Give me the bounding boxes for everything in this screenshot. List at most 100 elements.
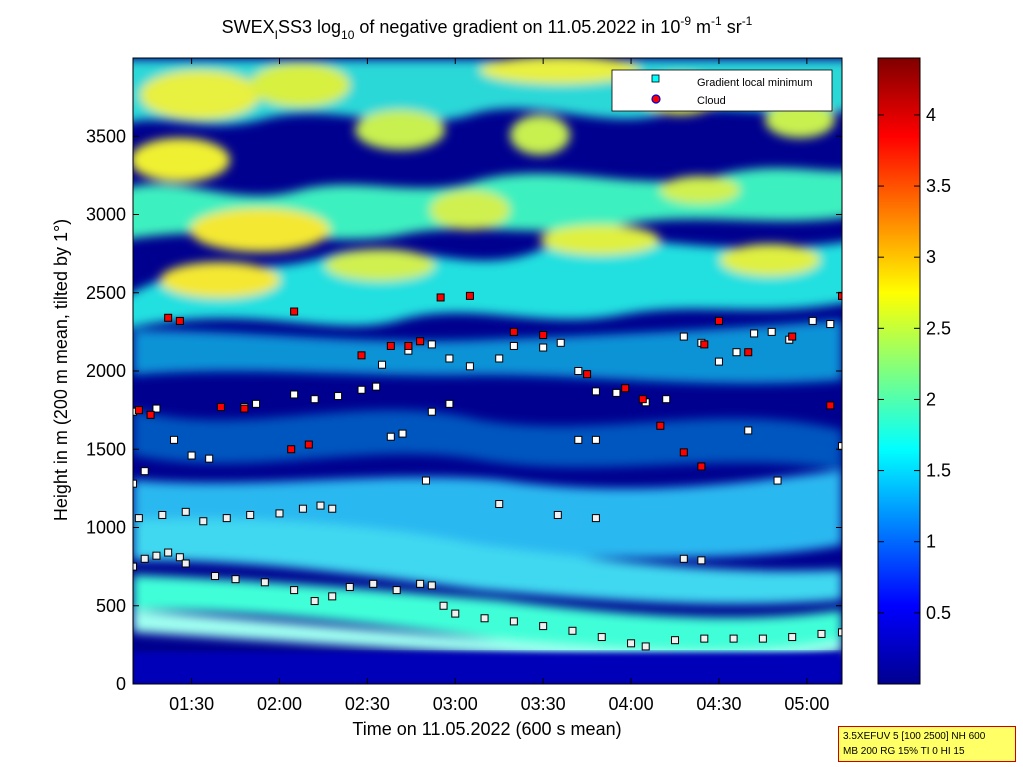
gradient-minimum-point xyxy=(679,332,688,341)
gradient-minimum-point xyxy=(495,354,504,363)
gradient-minimum-point xyxy=(181,507,190,516)
y-axis-label: Height in m (200 m mean, tilted by 1°) xyxy=(51,219,71,521)
gradient-minimum-point xyxy=(158,510,167,519)
cloud-point xyxy=(788,332,797,341)
cloud-point xyxy=(175,316,184,325)
cloud-point xyxy=(583,370,592,379)
cloud-point xyxy=(697,462,706,471)
y-tick-label: 2500 xyxy=(86,283,126,303)
cloud-point xyxy=(509,327,518,336)
gradient-minimum-point xyxy=(211,572,220,581)
gradient-minimum-point xyxy=(767,327,776,336)
gradient-minimum-point xyxy=(758,634,767,643)
legend-label-gradient: Gradient local minimum xyxy=(697,77,813,89)
gradient-minimum-point xyxy=(808,316,817,325)
cloud-point xyxy=(404,341,413,350)
gradient-minimum-point xyxy=(439,601,448,610)
cloud-point xyxy=(386,341,395,350)
cloud-point xyxy=(290,307,299,316)
y-tick-label: 1000 xyxy=(86,518,126,538)
heatmap-field xyxy=(133,58,842,684)
colorbar xyxy=(877,57,921,685)
x-tick-label: 04:00 xyxy=(609,694,654,714)
gradient-minimum-point xyxy=(788,633,797,642)
gradient-minimum-point xyxy=(750,329,759,338)
gradient-minimum-point xyxy=(700,634,709,643)
gradient-minimum-point xyxy=(140,554,149,563)
gradient-minimum-point xyxy=(392,586,401,595)
gradient-minimum-point xyxy=(591,435,600,444)
x-tick-label: 05:00 xyxy=(784,694,829,714)
gradient-minimum-point xyxy=(773,476,782,485)
cloud-point xyxy=(416,337,425,346)
gradient-minimum-point xyxy=(421,476,430,485)
cloud-point xyxy=(621,384,630,393)
cloud-point xyxy=(539,331,548,340)
gradient-minimum-point xyxy=(427,407,436,416)
gradient-minimum-point xyxy=(345,582,354,591)
gradient-minimum-point xyxy=(357,385,366,394)
gradient-minimum-point xyxy=(133,562,137,571)
gradient-minimum-point xyxy=(597,633,606,642)
gradient-minimum-point xyxy=(826,320,835,329)
gradient-minimum-point xyxy=(662,395,671,404)
x-tick-label: 02:30 xyxy=(345,694,390,714)
gradient-minimum-point xyxy=(187,451,196,460)
x-tick-label: 01:30 xyxy=(169,694,214,714)
info-line-1: 3.5XEFUV 5 [100 2500] NH 600 xyxy=(843,731,986,742)
gradient-minimum-point xyxy=(152,551,161,560)
x-tick-label: 02:00 xyxy=(257,694,302,714)
y-tick-label: 2000 xyxy=(86,361,126,381)
gradient-minimum-point xyxy=(199,517,208,526)
cloud-point xyxy=(826,401,835,410)
colorbar-tick-label: 1.5 xyxy=(926,461,951,481)
cloud-point xyxy=(304,440,313,449)
gradient-minimum-point xyxy=(378,360,387,369)
info-line-2: MB 200 RG 15% TI 0 HI 15 xyxy=(843,746,965,757)
gradient-minimum-point xyxy=(671,636,680,645)
gradient-minimum-point xyxy=(427,340,436,349)
gradient-minimum-point xyxy=(838,442,842,451)
gradient-minimum-point xyxy=(495,500,504,509)
gradient-minimum-point xyxy=(451,609,460,618)
gradient-minimum-point xyxy=(328,504,337,513)
cloud-point xyxy=(838,291,842,300)
gradient-minimum-point xyxy=(398,429,407,438)
colorbar-tick-label: 1 xyxy=(926,532,936,552)
gradient-minimum-point xyxy=(714,357,723,366)
cloud-point xyxy=(287,445,296,454)
gradient-minimum-point xyxy=(231,575,240,584)
gradient-minimum-point xyxy=(591,387,600,396)
colorbar-tick-label: 2 xyxy=(926,389,936,409)
colorbar-tick-label: 3.5 xyxy=(926,176,951,196)
gradient-minimum-point xyxy=(427,581,436,590)
cloud-point xyxy=(700,340,709,349)
gradient-minimum-point xyxy=(170,435,179,444)
gradient-minimum-point xyxy=(222,514,231,523)
cloud-point xyxy=(744,348,753,357)
gradient-minimum-point xyxy=(574,367,583,375)
gradient-minimum-point xyxy=(334,392,343,401)
cloud-point xyxy=(656,421,665,430)
gradient-minimum-point xyxy=(164,548,173,557)
gradient-minimum-point xyxy=(328,592,337,601)
gradient-minimum-point xyxy=(591,514,600,523)
legend-label-cloud: Cloud xyxy=(697,95,726,107)
colorbar-tick-label: 0.5 xyxy=(926,603,951,623)
gradient-minimum-point xyxy=(509,617,518,626)
gradient-minimum-point xyxy=(568,626,577,635)
gradient-minimum-point xyxy=(290,390,299,399)
cloud-point xyxy=(146,410,155,419)
gradient-minimum-point xyxy=(553,510,562,519)
cloud-point xyxy=(216,402,225,411)
gradient-minimum-point xyxy=(416,579,425,588)
gradient-minimum-point xyxy=(539,622,548,631)
gradient-minimum-point xyxy=(252,399,261,408)
y-tick-label: 500 xyxy=(96,596,126,616)
gradient-minimum-point xyxy=(369,579,378,588)
y-tick-label: 3500 xyxy=(86,126,126,146)
info-box: 3.5XEFUV 5 [100 2500] NH 600 MB 200 RG 1… xyxy=(838,726,1016,762)
gradient-minimum-point xyxy=(310,597,319,606)
x-tick-label: 04:30 xyxy=(696,694,741,714)
